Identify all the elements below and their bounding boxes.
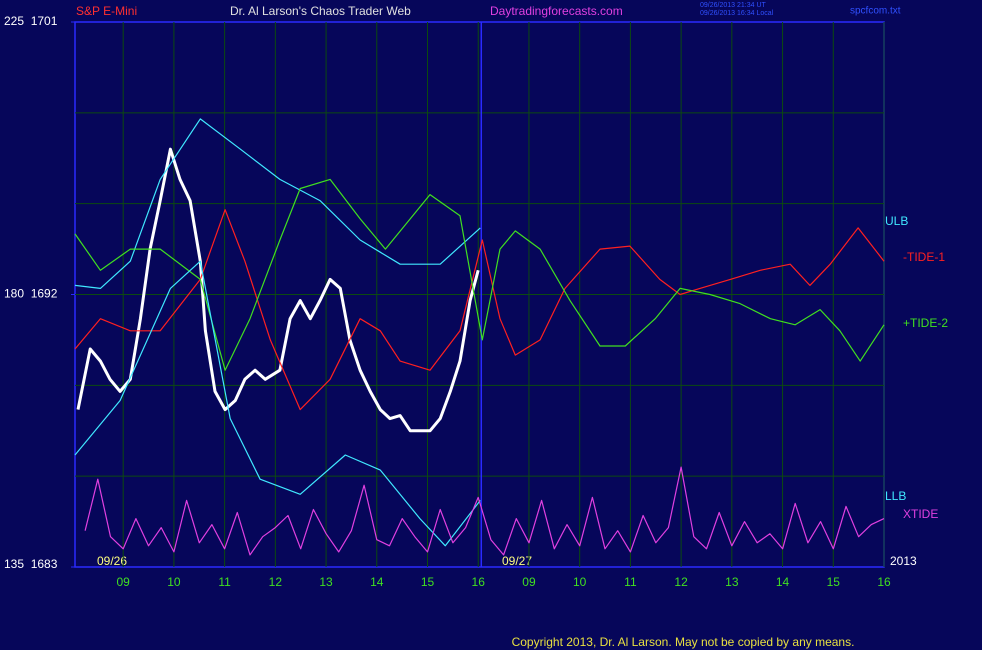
x-tick-label: 13	[319, 575, 333, 589]
x-tick-label: 10	[167, 575, 181, 589]
x-tick-label: 14	[370, 575, 384, 589]
copyright: Copyright 2013, Dr. Al Larson. May not b…	[512, 635, 855, 649]
chart-title: Dr. Al Larson's Chaos Trader Web	[230, 4, 411, 18]
series-line	[74, 260, 481, 547]
x-tick-label: 15	[421, 575, 435, 589]
x-tick-label: 15	[827, 575, 841, 589]
x-tick-label: 11	[624, 575, 637, 589]
timestamp-local: 09/26/2013 16:34 Local	[700, 10, 774, 17]
x-tick-label: 10	[573, 575, 587, 589]
series-label: LLB	[885, 489, 906, 503]
x-tick-label: 11	[218, 575, 231, 589]
file-name: spcfcom.txt	[850, 6, 901, 17]
series-line	[74, 209, 885, 411]
series-label: +TIDE-2	[903, 316, 948, 330]
x-tick-label: 14	[776, 575, 790, 589]
series-line	[74, 178, 885, 371]
series-line	[74, 118, 481, 289]
plot-area	[71, 21, 885, 568]
y-tick-label: 225 1701	[4, 14, 58, 28]
x-tick-label: 09	[117, 575, 131, 589]
x-tick-label: 12	[269, 575, 283, 589]
series-label: S&P E-Mini	[76, 4, 137, 18]
series-label: -TIDE-1	[903, 250, 945, 264]
x-tick-label: 12	[674, 575, 688, 589]
year-label: 2013	[890, 554, 917, 568]
site-name: Daytradingforecasts.com	[490, 4, 623, 18]
series-label: ULB	[885, 214, 908, 228]
date-label: 09/26	[97, 554, 127, 568]
timestamp-ut: 09/26/2013 21:34 UT	[700, 2, 766, 9]
date-label: 09/27	[502, 554, 532, 568]
y-tick-label: 135 1683	[4, 557, 58, 571]
series-line	[84, 466, 885, 556]
x-tick-label: 16	[472, 575, 486, 589]
x-tick-label: 16	[877, 575, 891, 589]
series-label: XTIDE	[903, 507, 938, 521]
y-tick-label: 180 1692	[4, 287, 58, 301]
x-tick-label: 09	[522, 575, 536, 589]
x-tick-label: 13	[725, 575, 739, 589]
series-line	[76, 147, 480, 433]
